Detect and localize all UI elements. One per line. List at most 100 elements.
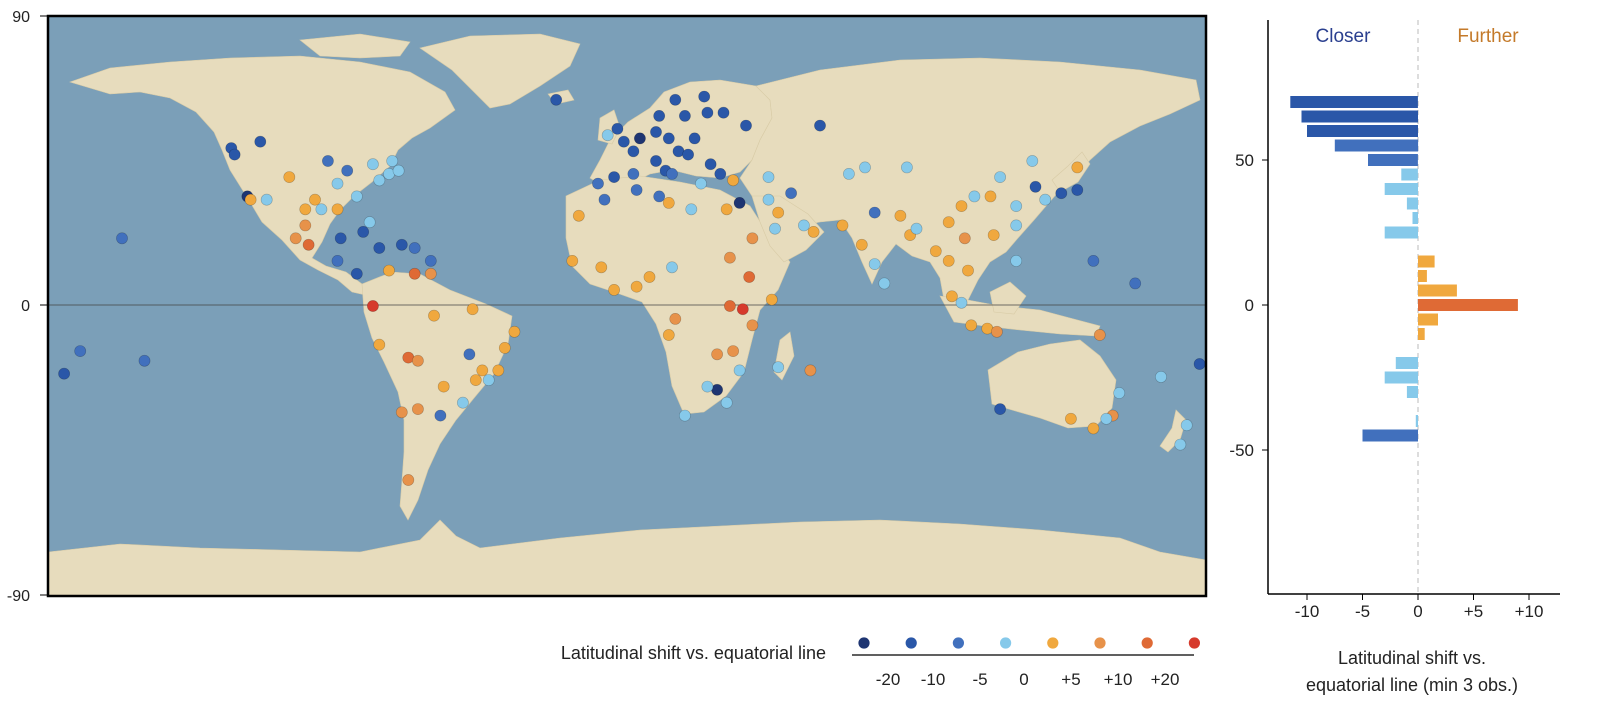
observation-point [299,219,312,232]
label-further: Further [1457,26,1519,47]
legend-tick-label: +10 [1104,670,1133,689]
observation-point [720,203,733,216]
observation-point [772,361,785,374]
observation-point [1071,161,1084,174]
observation-point [566,254,579,267]
latitude-bar-chart: Closer Further 500-50 -10 -5 0 +5 +10 Latitu… [1229,20,1560,695]
observation-point [424,254,437,267]
observation-point [411,403,424,415]
label-closer: Closer [1316,26,1372,47]
observation-point [698,90,711,103]
observation-point [878,277,891,290]
observation-point [679,110,691,122]
observation-point [868,206,881,219]
observation-point [469,374,482,386]
observation-point [601,129,614,142]
observation-point [994,171,1006,183]
legend-title: Latitudinal shift vs. equatorial line [561,643,826,663]
observation-point [701,106,714,119]
observation-point [643,271,656,283]
observation-point [894,209,907,222]
observation-point [968,190,981,203]
bar [1418,255,1435,268]
observation-point [617,135,630,148]
observation-point [669,312,682,325]
observation-point [366,158,379,171]
bar [1401,168,1418,181]
color-legend: Latitudinal shift vs. equatorial line -2… [561,637,1200,689]
south-america [361,271,513,521]
observation-point [466,303,479,316]
observation-point [244,193,257,206]
observation-point [408,267,421,280]
observation-point [650,126,662,138]
legend-tick-label: -5 [972,670,987,689]
observation-point [302,238,315,251]
observation-point [704,158,717,171]
bar-ytick-label: -50 [1229,441,1254,460]
greenland [419,33,581,109]
observation-point [679,409,691,422]
bar [1418,328,1425,340]
bar [1418,284,1457,297]
observation-point [836,219,849,232]
observation-point [608,283,620,296]
observation-point [762,193,775,206]
map-ytick-minus-90: -90 [7,588,30,605]
legend-tick-label: -10 [921,670,946,689]
legend-swatch [1000,637,1012,649]
observation-point [1010,219,1023,232]
observation-point [309,193,321,206]
bar-ytick-label: 50 [1235,151,1254,170]
legend-swatches [858,637,1200,649]
observation-point [1055,187,1068,200]
map-ytick-90: 90 [12,9,30,26]
observation-point [363,216,376,229]
map-ytick-0: 0 [21,298,30,315]
observation-point [987,229,1000,241]
bar-xtick-label: +10 [1515,602,1544,621]
bar-xtick-label: +5 [1464,602,1483,621]
observation-point [476,364,489,377]
observation-point [634,132,646,145]
bar [1362,429,1418,442]
observation-point [492,364,505,377]
observation-point [395,238,408,251]
observation-point [1093,329,1106,341]
observation-point [572,209,585,222]
observation-point [814,119,826,132]
bar-xtick-label: -5 [1355,602,1370,621]
observation-point [991,325,1003,338]
observation-point [942,254,955,267]
observation-point [733,196,746,209]
observation-point [228,148,241,161]
observation-point [740,119,752,132]
observation-point [727,174,739,187]
observation-point [855,238,868,251]
observation-point [859,161,871,174]
observation-point [666,261,678,274]
observation-point [669,93,682,106]
bar-xtick-label: -10 [1295,602,1320,621]
map-frame [46,14,1208,598]
bar [1406,386,1418,398]
observation-point [357,225,370,238]
bar [1307,125,1418,137]
observation-point [1029,180,1042,193]
observation-point [984,190,997,203]
bar-x-ticks: -10 -5 0 +5 +10 [1295,594,1544,621]
observation-point [1155,370,1167,383]
observation-point [138,354,151,367]
bar-ytick-label: 0 [1245,296,1254,315]
bar [1384,371,1418,384]
observation-point [550,93,563,106]
observation-point [386,155,399,167]
observation-point [627,167,640,180]
observation-point [116,232,128,245]
observation-point [456,396,469,409]
observation-point [688,132,701,145]
observation-point [383,264,395,277]
observation-point [434,409,447,422]
observation-point [1180,419,1193,432]
